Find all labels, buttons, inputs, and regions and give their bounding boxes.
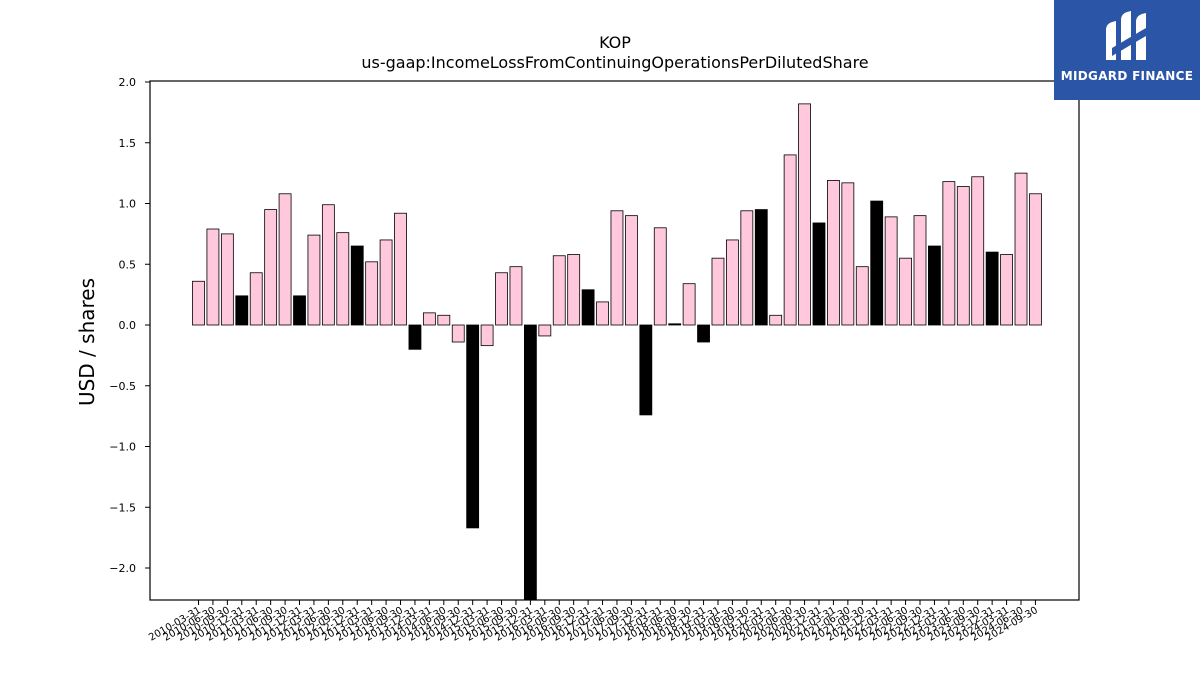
- bar-2022-09-30: [913, 215, 927, 326]
- bar-2018-06-30: [668, 323, 682, 326]
- bar-2012-12-31: [350, 245, 364, 326]
- bar-2013-12-31: [408, 324, 422, 350]
- plot-area-frame: [149, 80, 1080, 601]
- bar-2020-03-31: [769, 314, 783, 326]
- bar-2010-03-31: [192, 280, 205, 326]
- brand-logo: MIDGARD FINANCE: [1054, 0, 1200, 100]
- bar-2023-03-31: [942, 181, 956, 326]
- bar-2023-09-30: [971, 176, 985, 326]
- bar-2019-09-30: [740, 210, 754, 326]
- x-ticks-group: 2010-03-312010-06-302010-09-302010-12-31…: [147, 600, 1040, 644]
- bar-2020-12-31: [812, 222, 826, 326]
- bar-2016-12-31: [581, 289, 595, 326]
- bar-2013-09-30: [394, 212, 407, 326]
- bar-2016-03-31: [538, 324, 552, 337]
- bar-2016-06-30: [552, 255, 566, 326]
- bar-2019-03-31: [711, 257, 725, 326]
- brand-name: MIDGARD FINANCE: [1060, 69, 1194, 83]
- bar-2017-09-30: [625, 215, 638, 326]
- bar-2022-03-31: [884, 216, 898, 326]
- bar-2023-06-30: [956, 186, 970, 326]
- bar-2024-03-31: [1000, 254, 1013, 326]
- bar-2017-12-31: [639, 324, 653, 416]
- bar-2023-12-31: [985, 251, 999, 326]
- bar-2021-03-31: [827, 180, 840, 326]
- y-tick-label: 0.5: [119, 258, 137, 271]
- y-tick-label: 2.0: [119, 76, 137, 89]
- bar-2011-03-31: [249, 272, 263, 326]
- bar-2018-12-31: [697, 324, 710, 343]
- y-tick-label: 0.0: [119, 319, 137, 332]
- midgard-m-logo-icon: [1106, 11, 1146, 60]
- bar-2019-06-30: [726, 239, 739, 326]
- y-tick-label: 1.5: [119, 137, 137, 150]
- bar-2011-06-30: [264, 209, 278, 326]
- bar-2018-03-31: [653, 227, 667, 326]
- y-tick-label: −2.0: [109, 562, 136, 575]
- bar-2014-12-31: [466, 324, 480, 529]
- y-tick-label: −0.5: [109, 380, 136, 393]
- bar-2022-12-31: [928, 245, 941, 326]
- bar-2011-12-31: [293, 295, 306, 326]
- bar-2014-06-30: [437, 314, 451, 326]
- bar-2015-03-31: [480, 324, 494, 347]
- bar-2013-03-31: [365, 261, 379, 326]
- y-tick-label: −1.0: [109, 441, 136, 454]
- bar-2017-06-30: [610, 210, 624, 326]
- bar-2024-06-30: [1014, 172, 1028, 326]
- bar-2020-06-30: [783, 154, 797, 326]
- chart-title: KOP: [599, 33, 631, 52]
- bar-2021-09-30: [855, 266, 869, 326]
- y-ticks-group: 2.0 1.5 1.0 0.5 0.0 −0.5 −1.0 −1.5 −2.0: [109, 76, 150, 575]
- bar-2010-12-31: [235, 295, 249, 326]
- bar-2015-09-30: [509, 266, 523, 326]
- bar-2010-06-30: [206, 228, 220, 326]
- bars-group: [192, 103, 1042, 601]
- bar-2021-06-30: [841, 182, 855, 326]
- bar-2021-12-31: [870, 200, 884, 326]
- chart-subtitle: us-gaap:IncomeLossFromContinuingOperatio…: [361, 53, 868, 72]
- y-tick-label: 1.0: [119, 198, 137, 211]
- y-axis-label: USD / shares: [75, 278, 99, 406]
- bar-2019-12-31: [754, 209, 768, 326]
- bar-2012-06-30: [321, 204, 335, 326]
- bar-2024-09-30: [1029, 193, 1042, 326]
- bar-2017-03-31: [596, 301, 609, 326]
- y-tick-label: −1.5: [109, 501, 136, 514]
- bar-2014-09-30: [451, 324, 465, 343]
- bar-2022-06-30: [899, 257, 912, 326]
- bar-2018-09-30: [682, 283, 696, 326]
- bar-2016-09-30: [567, 254, 581, 326]
- bar-2011-09-30: [278, 193, 292, 326]
- bar-2013-06-30: [379, 239, 393, 326]
- bar-2015-12-31: [523, 324, 537, 601]
- bar-2012-03-31: [307, 234, 321, 326]
- bar-2015-06-30: [495, 272, 508, 326]
- bar-2010-09-30: [220, 233, 234, 326]
- bar-2014-03-31: [422, 312, 436, 326]
- bar-2012-09-30: [336, 232, 350, 326]
- bar-2020-09-30: [798, 103, 811, 326]
